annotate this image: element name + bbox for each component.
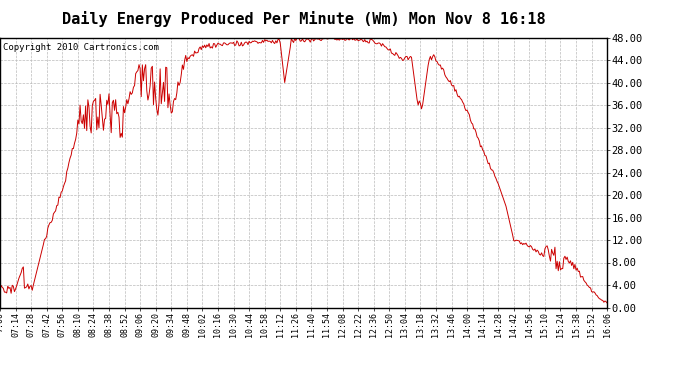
Text: Copyright 2010 Cartronics.com: Copyright 2010 Cartronics.com: [3, 43, 159, 52]
Text: Daily Energy Produced Per Minute (Wm) Mon Nov 8 16:18: Daily Energy Produced Per Minute (Wm) Mo…: [62, 11, 545, 27]
